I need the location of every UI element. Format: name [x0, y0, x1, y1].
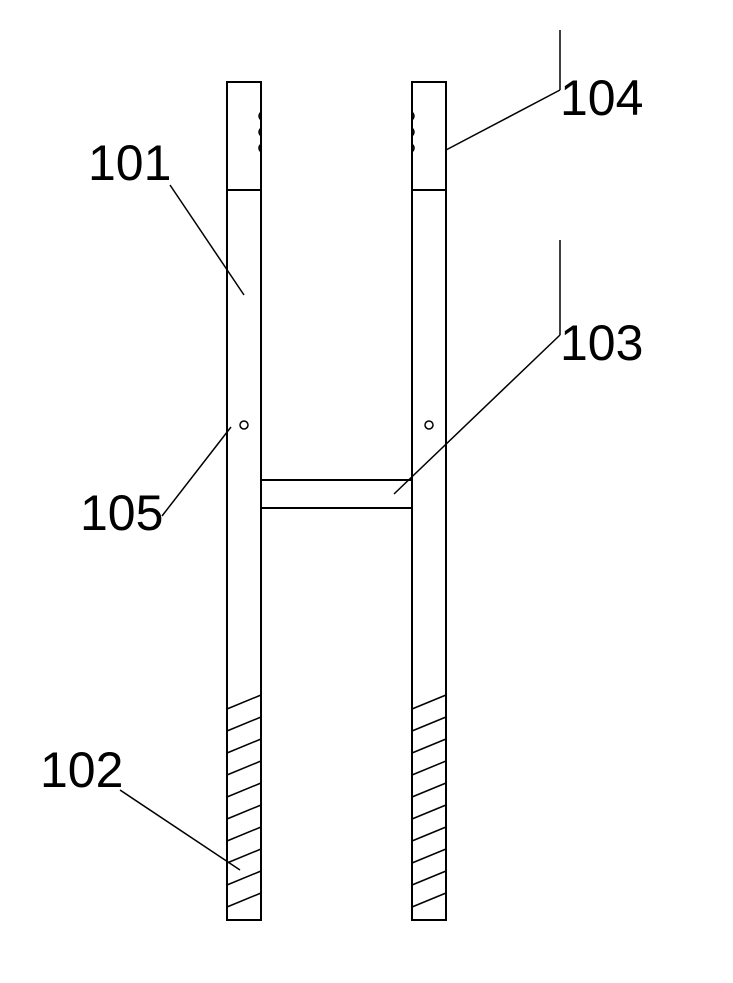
left-bottom-thread — [227, 827, 261, 841]
left-bottom-thread — [227, 849, 261, 863]
right-pinhole — [425, 421, 433, 429]
left-bottom-thread — [227, 717, 261, 731]
right-bottom-thread — [412, 849, 446, 863]
left-bottom-thread — [227, 783, 261, 797]
label-103: 103 — [560, 315, 643, 371]
label-102: 102 — [40, 742, 123, 798]
technical-diagram: 101 102 103 104 105 — [0, 0, 733, 983]
label-104: 104 — [560, 70, 643, 126]
leader-101 — [170, 185, 244, 295]
left-bottom-thread — [227, 805, 261, 819]
right-bottom-thread — [412, 827, 446, 841]
leader-103b — [394, 335, 560, 494]
right-bottom-thread — [412, 717, 446, 731]
left-bottom-thread — [227, 739, 261, 753]
right-bottom-thread — [412, 739, 446, 753]
left-bottom-thread — [227, 761, 261, 775]
right-bottom-thread — [412, 783, 446, 797]
left-bottom-thread — [227, 695, 261, 709]
left-bottom-thread — [227, 871, 261, 885]
leader-105 — [162, 427, 231, 516]
leader-104b — [446, 90, 560, 150]
right-bottom-thread — [412, 761, 446, 775]
left-pinhole — [240, 421, 248, 429]
label-105: 105 — [80, 485, 163, 541]
left-bottom-thread — [227, 893, 261, 907]
right-bottom-thread — [412, 805, 446, 819]
label-101: 101 — [88, 135, 171, 191]
right-bottom-thread — [412, 893, 446, 907]
leader-102 — [120, 790, 240, 870]
right-bottom-thread — [412, 695, 446, 709]
right-bottom-thread — [412, 871, 446, 885]
